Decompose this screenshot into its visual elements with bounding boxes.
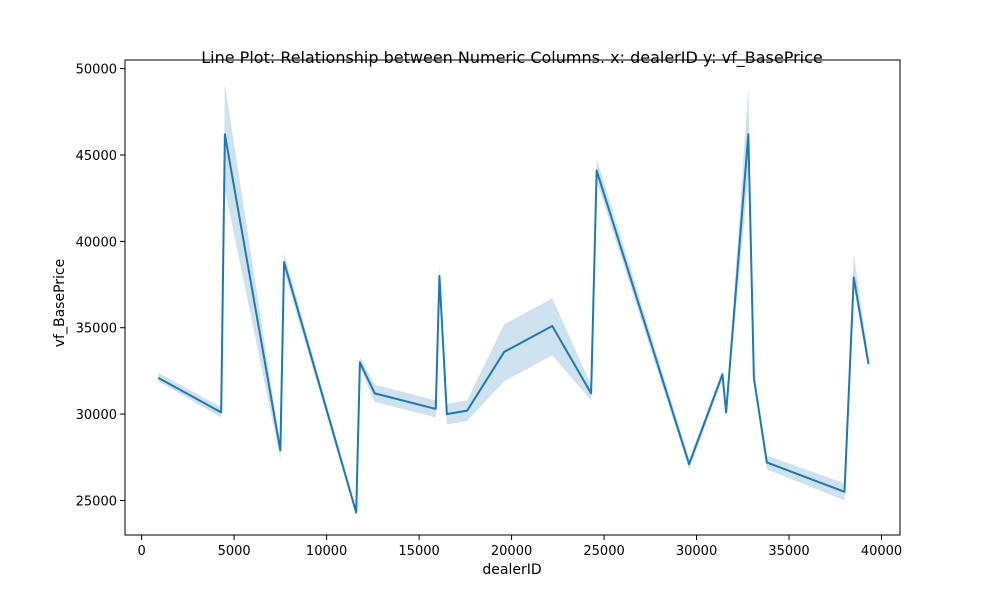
x-tick-label: 25000 bbox=[583, 544, 624, 559]
series-lines bbox=[157, 133, 870, 514]
y-axis-ticks: 25000 30000 35000 40000 45000 50000 bbox=[76, 63, 125, 509]
y-tick-label: 35000 bbox=[76, 322, 117, 337]
x-tick-label: 0 bbox=[138, 544, 146, 559]
y-tick-label: 25000 bbox=[76, 494, 117, 509]
y-tick-label: 30000 bbox=[76, 408, 117, 423]
x-tick-label: 40000 bbox=[861, 544, 902, 559]
y-axis-label: vf_BasePrice bbox=[52, 259, 68, 347]
y-tick-label: 45000 bbox=[76, 149, 117, 164]
x-tick-label: 10000 bbox=[306, 544, 347, 559]
x-axis-label: dealerID bbox=[482, 562, 541, 578]
x-tick-label: 30000 bbox=[676, 544, 717, 559]
x-tick-label: 20000 bbox=[491, 544, 532, 559]
chart-title: Line Plot: Relationship between Numeric … bbox=[201, 48, 822, 68]
y-tick-label: 40000 bbox=[76, 235, 117, 250]
x-tick-label: 15000 bbox=[398, 544, 439, 559]
x-tick-label: 35000 bbox=[768, 544, 809, 559]
confidence-bands bbox=[158, 84, 869, 516]
x-tick-label: 5000 bbox=[218, 544, 251, 559]
x-axis-ticks: 0 5000 10000 15000 20000 25000 30000 35000 40000 bbox=[138, 535, 902, 559]
plot-frame bbox=[124, 59, 901, 536]
plot-area bbox=[157, 84, 870, 516]
confidence-band bbox=[158, 84, 869, 516]
y-tick-label: 50000 bbox=[76, 63, 117, 78]
